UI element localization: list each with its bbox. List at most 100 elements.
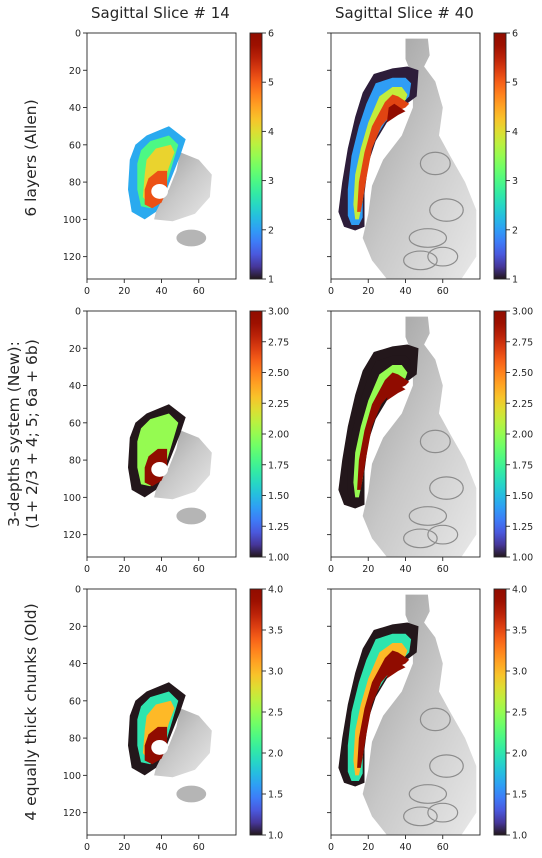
colorbar-tick-label: 2.0 [268,749,283,760]
panel-0: 0 20 40 60020406080100120123456 [63,29,274,298]
y-tick-label: 60 [69,140,81,151]
colorbar-tick-label: 2 [268,225,274,236]
x-tick-label: 60 [193,564,205,575]
colorbar-tick-label: 1.0 [512,831,527,842]
colorbar-tick-label: 3.0 [268,667,283,678]
colorbar-tick-label: 4.0 [268,585,283,596]
colorbar-tick-label: 2.50 [512,368,533,379]
colorbar-tick-label: 1.5 [268,790,283,801]
x-tick-label: 60 [437,286,449,297]
colorbar-tick-label: 3.0 [512,667,527,678]
colorbar-tick-label: 4 [512,127,518,138]
y-tick-label: 100 [63,215,81,226]
colorbar-tick-label: 2 [512,225,518,236]
colorbar-tick-label: 2.5 [268,708,283,719]
y-tick-label: 120 [63,808,81,819]
y-tick-label: 80 [69,456,81,467]
colorbar-tick-label: 3.00 [512,307,533,318]
colorbar [250,311,262,557]
x-tick-label: 20 [362,286,374,297]
y-tick-label: 80 [69,734,81,745]
colorbar-tick-label: 2.0 [512,749,527,760]
ventricle [151,184,168,199]
y-tick-label: 0 [75,307,81,318]
colorbar-tick-label: 1.0 [268,831,283,842]
y-tick-label: 120 [63,252,81,263]
colorbar-tick-label: 2.25 [268,399,289,410]
colorbar-tick-label: 3 [512,176,518,187]
colorbar [494,311,506,557]
colorbar-tick-label: 6 [268,29,274,40]
colorbar-tick-label: 3.00 [268,307,289,318]
y-tick-label: 20 [69,622,81,633]
x-tick-label: 40 [155,564,167,575]
y-tick-label: 40 [69,103,81,114]
brain-tissue-fragment [176,230,206,247]
colorbar-tick-label: 4.0 [512,585,527,596]
colorbar-tick-label: 4 [268,127,274,138]
colorbar-tick-label: 1.5 [512,790,527,801]
brain-tissue-fragment [176,508,206,525]
colorbar-tick-label: 6 [512,29,518,40]
colorbar-tick-label: 2.50 [268,368,289,379]
colorbar-tick-label: 5 [268,78,274,89]
y-tick-label: 0 [75,585,81,596]
x-tick-label: 60 [193,286,205,297]
y-tick-label: 80 [69,178,81,189]
colorbar-tick-label: 3.5 [512,626,527,637]
colorbar-tick-label: 2.00 [512,430,533,441]
colorbar-tick-label: 2.00 [268,430,289,441]
ventricle [151,740,168,755]
y-tick-label: 40 [69,659,81,670]
x-tick-label: 40 [399,842,411,853]
y-tick-label: 120 [63,530,81,541]
x-tick-label: 60 [193,842,205,853]
colorbar-tick-label: 3 [268,176,274,187]
colorbar-tick-label: 2.75 [512,337,533,348]
ventricle [151,462,168,477]
x-tick-label: 40 [155,286,167,297]
colorbar-tick-label: 1.75 [512,460,533,471]
colorbar-tick-label: 1.00 [268,553,289,564]
x-tick-label: 0 [84,564,90,575]
colorbar [494,589,506,835]
x-tick-label: 40 [399,286,411,297]
x-tick-label: 0 [328,842,334,853]
panel-1: 0 20 40 60 1 2 3 4 5 6 [327,29,518,298]
colorbar-tick-label: 1.50 [512,491,533,502]
colorbar-tick-label: 2.5 [512,708,527,719]
x-tick-label: 20 [362,842,374,853]
y-tick-label: 20 [69,66,81,77]
colorbar-tick-label: 5 [512,78,518,89]
colorbar-tick-label: 3.5 [268,626,283,637]
colorbar-tick-label: 1 [512,275,518,286]
panel-3: 0 20 40 60 1.00 1.25 1.50 1.75 2.00 2.25 2.50 2.75 3… [327,307,533,576]
colorbar-tick-label: 1.00 [512,553,533,564]
colorbar-tick-label: 2.75 [268,337,289,348]
colorbar [250,33,262,279]
colorbar-tick-label: 1 [268,275,274,286]
x-tick-label: 60 [437,842,449,853]
x-tick-label: 0 [328,564,334,575]
colorbar [250,589,262,835]
panel-5: 0 20 40 60 1.0 1.5 2.0 2.5 3.0 3.5 4.0 [327,585,527,854]
y-tick-label: 100 [63,771,81,782]
y-tick-label: 0 [75,29,81,40]
panel-4: 0 20 40 60 0 20 40 60 80 100 120 1.0 1.5 2.0 2.5 3.0 3.5… [63,585,283,854]
y-tick-label: 60 [69,696,81,707]
colorbar-tick-label: 1.25 [512,522,533,533]
y-tick-label: 20 [69,344,81,355]
x-tick-label: 40 [155,842,167,853]
x-tick-label: 40 [399,564,411,575]
x-tick-label: 20 [362,564,374,575]
x-tick-label: 0 [84,842,90,853]
colorbar-tick-label: 1.75 [268,460,289,471]
x-tick-label: 60 [437,564,449,575]
colorbar-tick-label: 1.25 [268,522,289,533]
x-tick-label: 20 [118,564,130,575]
y-tick-label: 60 [69,418,81,429]
x-tick-label: 20 [118,286,130,297]
colorbar-tick-label: 1.50 [268,491,289,502]
y-tick-label: 100 [63,493,81,504]
